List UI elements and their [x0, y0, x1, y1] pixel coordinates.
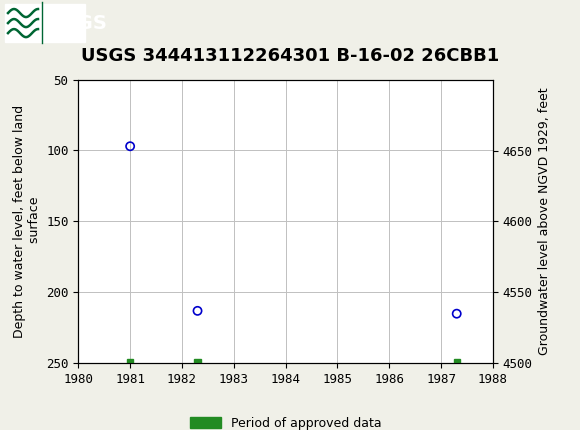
Point: [452, 310, 461, 317]
Text: USGS: USGS: [47, 14, 107, 33]
Point: [125, 143, 135, 150]
Bar: [194, 359, 201, 368]
Legend: Period of approved data: Period of approved data: [184, 412, 387, 430]
Text: USGS 344413112264301 B-16-02 26CBB1: USGS 344413112264301 B-16-02 26CBB1: [81, 47, 499, 65]
Bar: [127, 359, 133, 368]
Y-axis label: Depth to water level, feet below land
 surface: Depth to water level, feet below land su…: [13, 105, 41, 338]
Y-axis label: Groundwater level above NGVD 1929, feet: Groundwater level above NGVD 1929, feet: [538, 88, 551, 355]
Bar: [454, 359, 460, 368]
Point: [193, 307, 202, 314]
Bar: [5, 4, 85, 42]
